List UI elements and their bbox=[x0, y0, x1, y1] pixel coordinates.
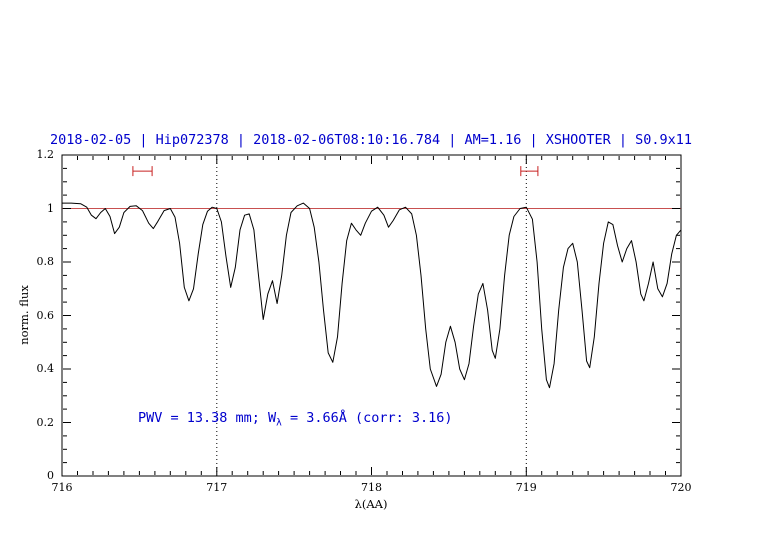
y-tick-label: 0 bbox=[47, 469, 54, 482]
annotation-text-pre: PWV = 13.38 mm; W bbox=[138, 410, 277, 426]
y-tick-label: 0.6 bbox=[36, 308, 55, 322]
x-axis-label: λ(AA) bbox=[354, 497, 388, 511]
x-tick-label: 716 bbox=[51, 481, 73, 494]
x-tick-label: 720 bbox=[670, 481, 692, 494]
x-tick-label: 719 bbox=[515, 481, 537, 494]
annotation-text-post: = 3.66Å (corr: 3.16) bbox=[281, 410, 453, 426]
plot-frame bbox=[61, 154, 682, 477]
y-tick-label: 1 bbox=[47, 201, 54, 215]
annotation-lambda-subscript: λ bbox=[276, 417, 282, 429]
continuum-range-markers bbox=[132, 166, 539, 177]
y-tick-label: 0.4 bbox=[36, 362, 55, 375]
spectrum-line bbox=[62, 202, 682, 389]
y-tick-label: 1.2 bbox=[36, 148, 55, 161]
x-tick-label: 718 bbox=[361, 481, 382, 494]
pwv-annotation: PWV = 13.38 mm; Wλ = 3.66Å (corr: 3.16) bbox=[138, 410, 453, 429]
plot-title: 2018-02-05 | Hip072378 | 2018-02-06T08:1… bbox=[49, 132, 693, 148]
x-tick-label: 717 bbox=[206, 481, 228, 494]
y-tick-label: 0.2 bbox=[36, 415, 55, 429]
y-tick-label: 0.8 bbox=[36, 255, 55, 268]
